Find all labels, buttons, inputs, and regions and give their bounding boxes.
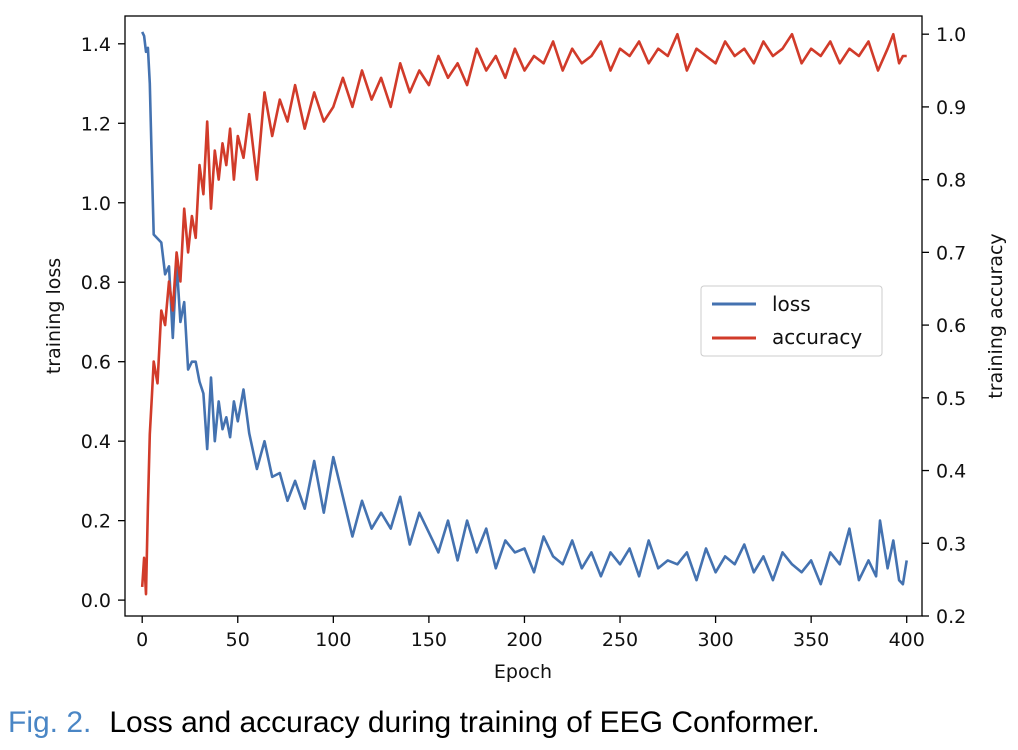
plot-series <box>140 31 908 596</box>
axis-ticks: 0 50 100 150 200 250 300 350 400 0.0 0.2 0.4 0.6 0.8 1… <box>81 24 966 651</box>
y-left-tick-label: 0.2 <box>81 511 111 533</box>
y-right-tick-label: 0.8 <box>936 170 966 192</box>
y-right-tick-label: 0.7 <box>936 242 966 264</box>
y-left-tick-label: 1.0 <box>81 193 111 215</box>
y-left-tick-label: 1.4 <box>81 34 111 56</box>
x-tick-label: 300 <box>697 629 733 651</box>
x-tick-label: 0 <box>136 629 148 651</box>
y-left-tick-label: 0.6 <box>81 352 111 374</box>
y-axis-right-label: training accuracy <box>985 233 1007 398</box>
x-tick-label: 150 <box>411 629 447 651</box>
legend-label-loss: loss <box>772 292 811 316</box>
figure-number: Fig. 2. <box>8 706 92 739</box>
y-left-tick-label: 0.4 <box>81 431 111 453</box>
y-right-tick-label: 0.3 <box>936 533 966 555</box>
y-left-tick-label: 0.0 <box>81 590 111 612</box>
x-tick-label: 350 <box>793 629 829 651</box>
figure-caption: Fig. 2. Loss and accuracy during training… <box>8 706 820 740</box>
x-tick-label: 400 <box>889 629 925 651</box>
plot-frame <box>124 15 923 617</box>
x-tick-label: 250 <box>602 629 638 651</box>
y-right-tick-label: 0.2 <box>936 606 966 628</box>
series-line-loss <box>141 31 908 586</box>
y-left-tick-label: 0.8 <box>81 272 111 294</box>
series-line-accuracy <box>140 32 907 596</box>
caption-text: Loss and accuracy during training of EEG… <box>109 706 820 739</box>
x-tick-label: 50 <box>226 629 250 651</box>
x-axis-label: Epoch <box>494 661 552 683</box>
legend: loss accuracy <box>700 285 883 357</box>
x-tick-label: 200 <box>506 629 542 651</box>
y-left-tick-label: 1.2 <box>81 113 111 135</box>
y-right-tick-label: 0.5 <box>936 388 966 410</box>
y-right-tick-label: 1.0 <box>936 24 966 46</box>
y-axis-left-label: training loss <box>43 258 65 374</box>
loss-accuracy-chart: 0 50 100 150 200 250 300 350 400 0.0 0.2 0.4 0.6 0.8 1… <box>43 15 1007 683</box>
y-right-tick-label: 0.4 <box>936 461 966 483</box>
y-right-tick-label: 0.9 <box>936 97 966 119</box>
legend-label-accuracy: accuracy <box>772 325 862 349</box>
x-tick-label: 100 <box>315 629 351 651</box>
y-right-tick-label: 0.6 <box>936 315 966 337</box>
